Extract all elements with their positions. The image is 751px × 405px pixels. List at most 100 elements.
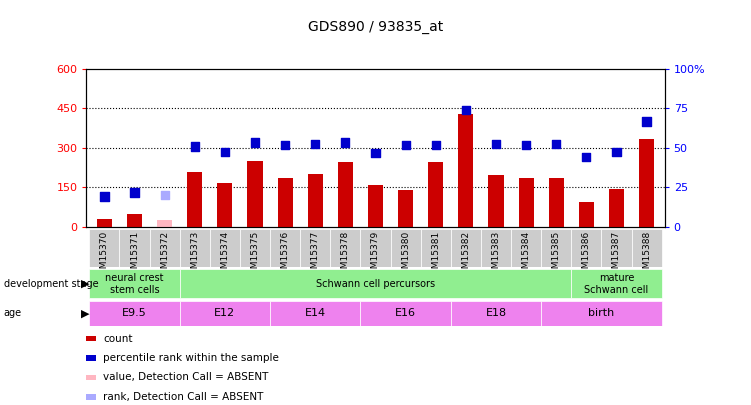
Text: GSM15387: GSM15387 xyxy=(612,231,621,280)
Text: GSM15370: GSM15370 xyxy=(100,231,109,280)
Point xyxy=(400,142,412,149)
Text: GSM15378: GSM15378 xyxy=(341,231,350,280)
Point xyxy=(611,149,623,155)
Text: GSM15375: GSM15375 xyxy=(251,231,260,280)
Text: GSM15383: GSM15383 xyxy=(491,231,500,280)
Bar xyxy=(270,301,360,326)
Text: ▶: ▶ xyxy=(81,279,89,289)
Bar xyxy=(360,301,451,326)
Point xyxy=(279,142,291,149)
Bar xyxy=(89,229,119,267)
Text: GSM15374: GSM15374 xyxy=(220,231,229,280)
Bar xyxy=(572,269,662,298)
Bar xyxy=(119,229,149,267)
Bar xyxy=(89,269,179,298)
Bar xyxy=(572,229,602,267)
Point xyxy=(641,118,653,125)
Point xyxy=(430,142,442,149)
Point xyxy=(460,107,472,113)
Text: GSM15380: GSM15380 xyxy=(401,231,410,280)
Text: age: age xyxy=(4,308,22,318)
Point xyxy=(339,139,351,146)
Bar xyxy=(398,190,413,227)
Text: GSM15377: GSM15377 xyxy=(311,231,320,280)
Bar xyxy=(481,229,511,267)
Bar xyxy=(308,174,323,227)
Bar xyxy=(217,183,233,227)
Text: GSM15373: GSM15373 xyxy=(190,231,199,280)
Text: GSM15382: GSM15382 xyxy=(461,231,470,280)
Text: E18: E18 xyxy=(485,308,506,318)
Bar xyxy=(579,202,594,227)
Text: Schwann cell percursors: Schwann cell percursors xyxy=(316,279,435,289)
Bar xyxy=(451,229,481,267)
Text: GSM15379: GSM15379 xyxy=(371,231,380,280)
Text: E14: E14 xyxy=(305,308,326,318)
Point xyxy=(550,141,562,147)
Bar xyxy=(451,301,541,326)
Text: GSM15376: GSM15376 xyxy=(281,231,290,280)
Bar xyxy=(421,229,451,267)
Bar xyxy=(330,229,360,267)
Text: GSM15385: GSM15385 xyxy=(552,231,561,280)
Bar xyxy=(518,178,534,227)
Bar xyxy=(391,229,421,267)
Text: GSM15381: GSM15381 xyxy=(431,231,440,280)
Bar xyxy=(89,301,179,326)
Text: birth: birth xyxy=(588,308,614,318)
Bar xyxy=(210,229,240,267)
Text: rank, Detection Call = ABSENT: rank, Detection Call = ABSENT xyxy=(103,392,264,402)
Point xyxy=(249,139,261,146)
Bar xyxy=(240,229,270,267)
Point xyxy=(219,149,231,155)
Bar xyxy=(248,161,263,227)
Point xyxy=(189,143,201,150)
Bar xyxy=(179,301,270,326)
Point xyxy=(490,141,502,147)
Bar xyxy=(157,220,172,227)
Bar xyxy=(338,162,353,227)
Bar xyxy=(428,162,443,227)
Point xyxy=(309,141,321,147)
Text: GSM15372: GSM15372 xyxy=(160,231,169,280)
Bar xyxy=(187,172,202,227)
Text: value, Detection Call = ABSENT: value, Detection Call = ABSENT xyxy=(103,373,268,382)
Text: E9.5: E9.5 xyxy=(122,308,147,318)
Point xyxy=(520,142,532,149)
Bar xyxy=(179,229,210,267)
Bar xyxy=(541,301,662,326)
Text: percentile rank within the sample: percentile rank within the sample xyxy=(103,353,279,363)
Bar xyxy=(179,269,572,298)
Bar xyxy=(632,229,662,267)
Bar xyxy=(639,139,654,227)
Bar xyxy=(511,229,541,267)
Text: mature
Schwann cell: mature Schwann cell xyxy=(584,273,649,294)
Bar xyxy=(97,219,112,227)
Text: GDS890 / 93835_at: GDS890 / 93835_at xyxy=(308,20,443,34)
Text: neural crest
stem cells: neural crest stem cells xyxy=(105,273,164,294)
Bar xyxy=(609,189,624,227)
Text: count: count xyxy=(103,334,132,343)
Bar xyxy=(127,214,142,227)
Bar xyxy=(458,114,473,227)
Bar xyxy=(541,229,572,267)
Point xyxy=(128,190,140,196)
Bar xyxy=(149,229,179,267)
Bar xyxy=(300,229,330,267)
Bar xyxy=(270,229,300,267)
Bar xyxy=(360,229,391,267)
Text: GSM15386: GSM15386 xyxy=(582,231,591,280)
Text: GSM15388: GSM15388 xyxy=(642,231,651,280)
Text: GSM15384: GSM15384 xyxy=(522,231,531,280)
Bar xyxy=(549,178,564,227)
Bar xyxy=(278,178,293,227)
Point xyxy=(581,154,593,160)
Text: ▶: ▶ xyxy=(81,308,89,318)
Bar xyxy=(368,185,383,227)
Text: E16: E16 xyxy=(395,308,416,318)
Point xyxy=(369,150,382,156)
Text: development stage: development stage xyxy=(4,279,98,289)
Text: GSM15371: GSM15371 xyxy=(130,231,139,280)
Point xyxy=(158,192,170,198)
Text: E12: E12 xyxy=(214,308,236,318)
